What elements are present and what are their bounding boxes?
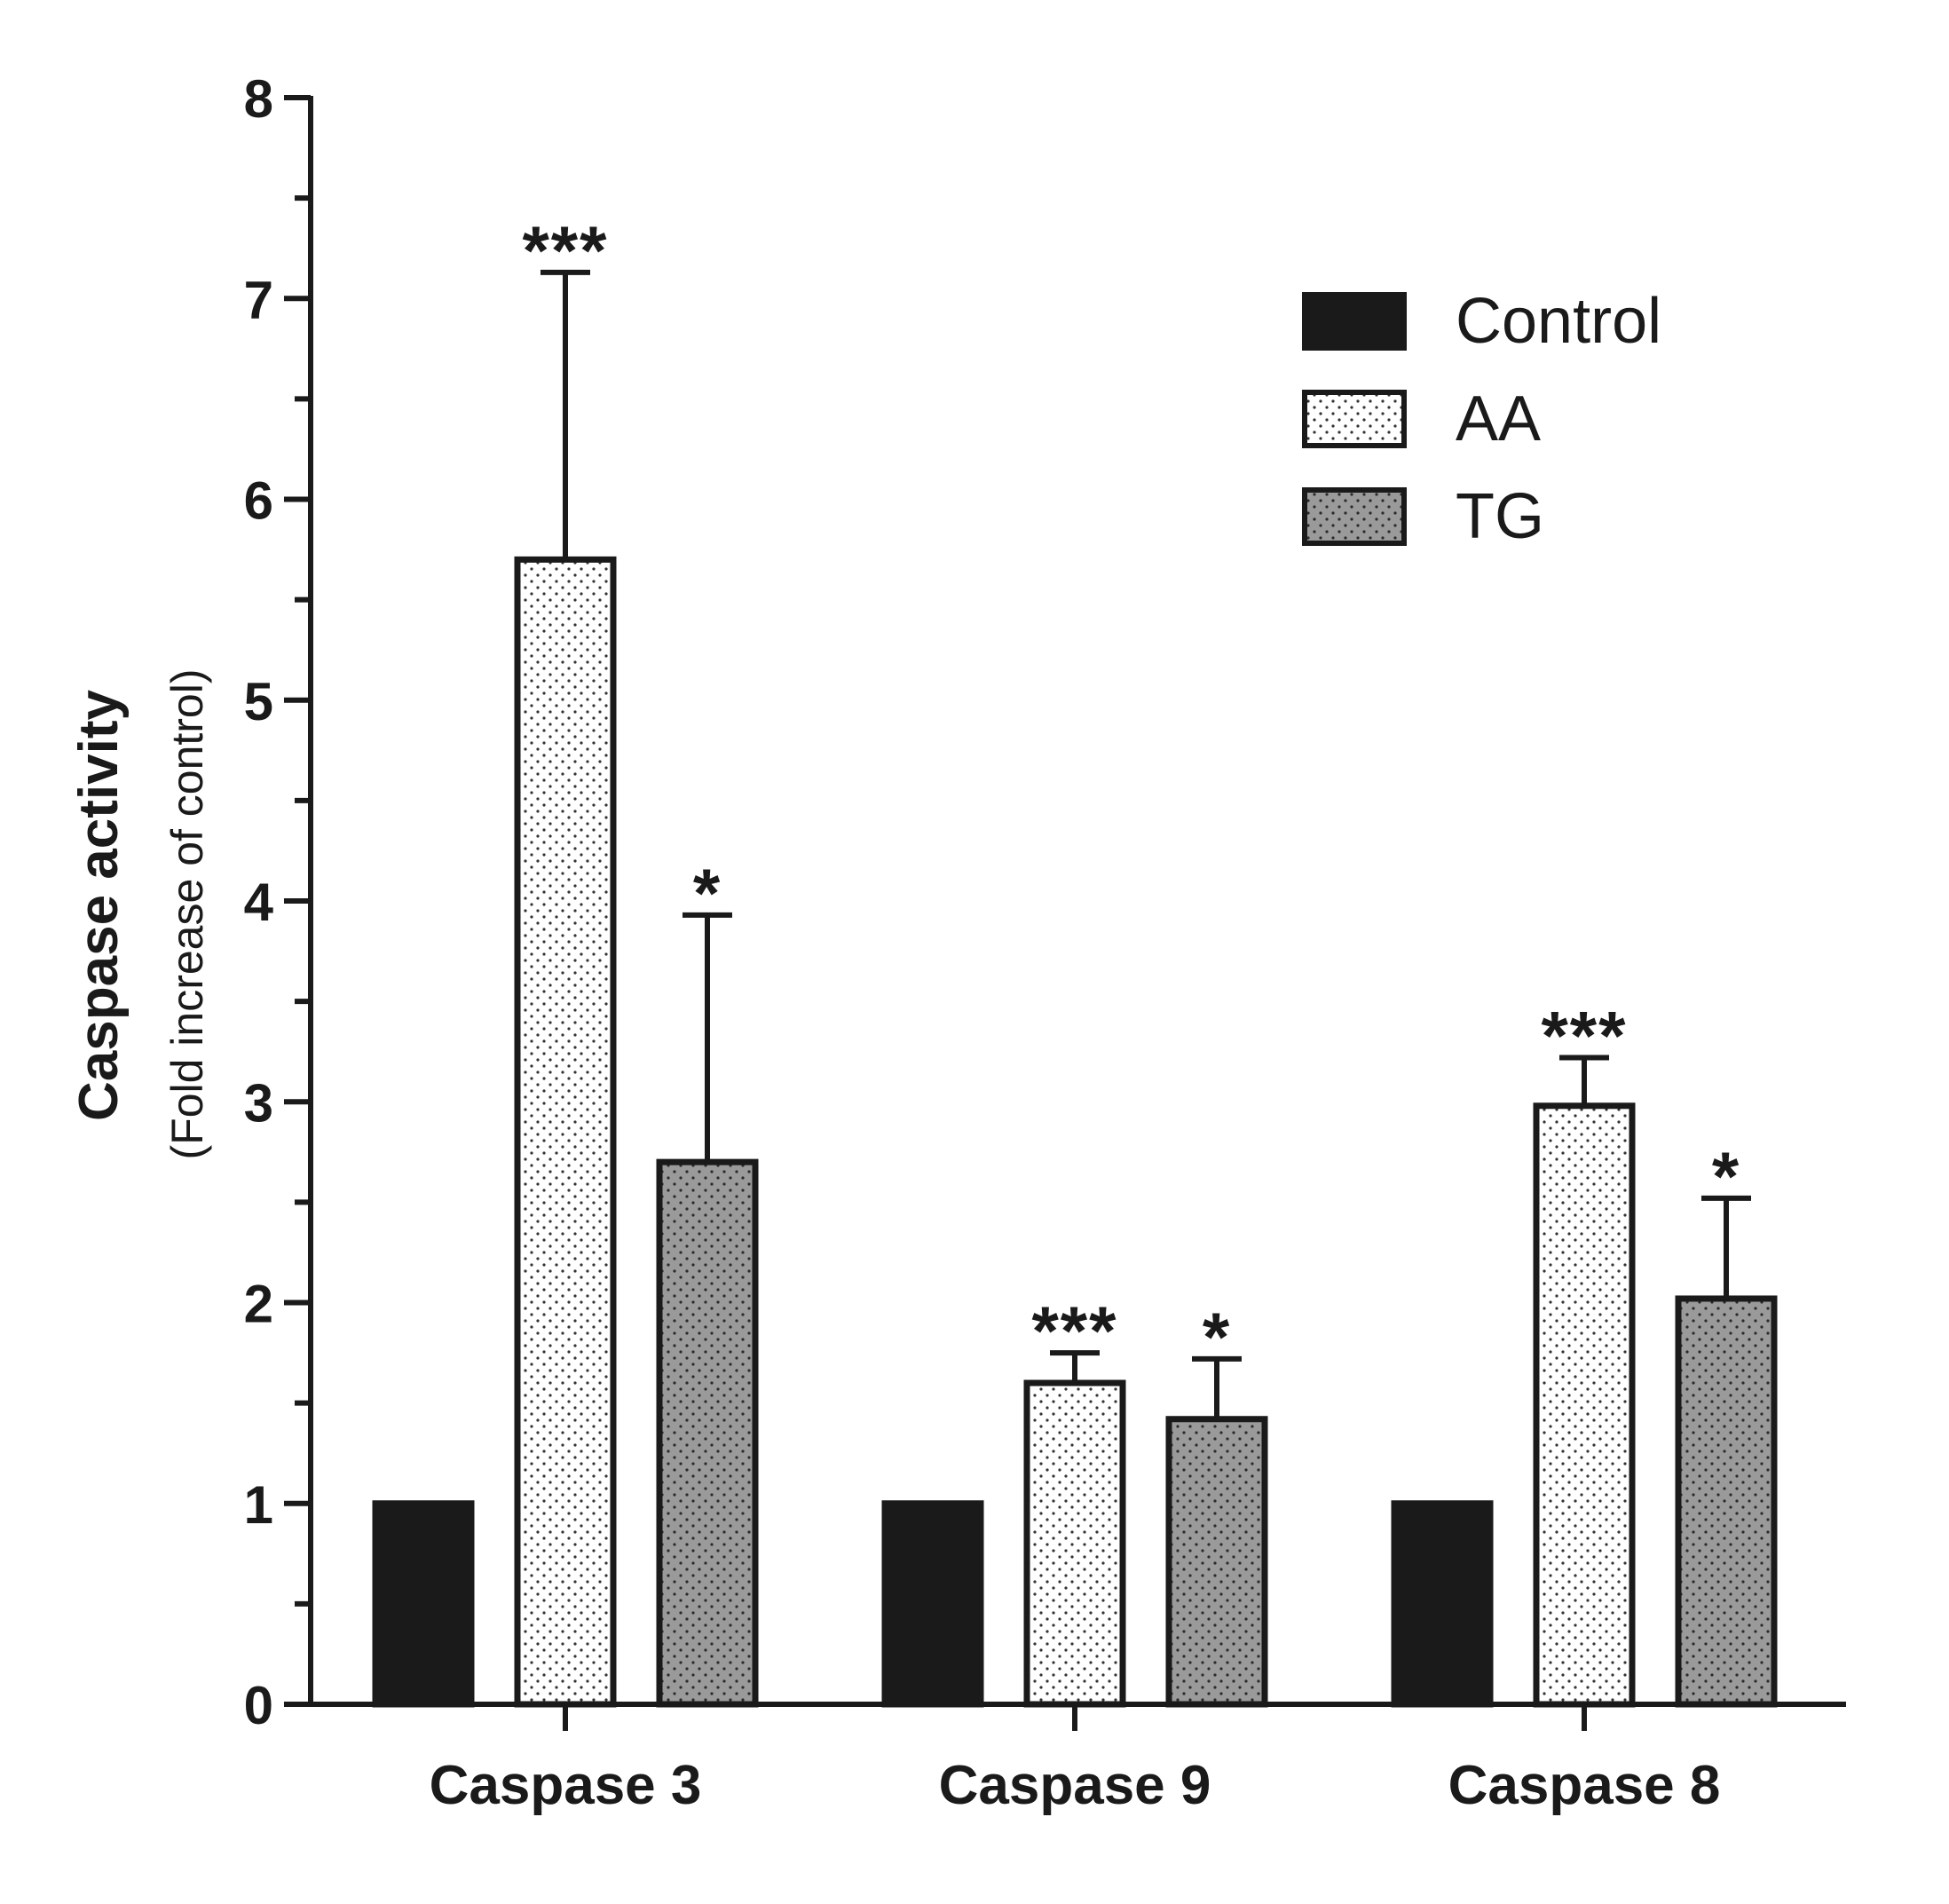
bar-aa-2	[1023, 1379, 1126, 1708]
significance-mark: ***	[522, 211, 608, 289]
y-tick-label: 1	[244, 1475, 273, 1535]
bar-control-1	[372, 1500, 475, 1708]
bar-tg-3	[1675, 1295, 1778, 1708]
legend-label: AA	[1456, 383, 1541, 454]
x-tick-label: Caspase 3	[430, 1755, 702, 1816]
bar-aa-3	[1533, 1102, 1636, 1708]
y-tick-label: 5	[244, 672, 273, 731]
y-axis-subtitle: (Fold increase of control)	[162, 668, 212, 1159]
y-tick-label: 8	[244, 69, 273, 129]
x-tick-label: Caspase 8	[1448, 1755, 1721, 1816]
bar-control-2	[881, 1500, 984, 1708]
y-tick-label: 4	[244, 873, 274, 932]
bar-aa-1	[514, 556, 617, 1708]
legend: Control AA TG	[1302, 286, 1661, 552]
legend-label: TG	[1456, 481, 1544, 552]
x-tick-label: Caspase 9	[939, 1755, 1211, 1816]
significance-mark: ***	[1541, 996, 1627, 1074]
legend-swatch-control	[1302, 292, 1407, 351]
legend-swatch-tg	[1302, 487, 1407, 546]
significance-mark: ***	[1031, 1292, 1117, 1370]
bars: ************	[372, 211, 1778, 1708]
y-tick-label: 6	[244, 471, 273, 531]
y-tick-label: 3	[244, 1073, 273, 1133]
significance-mark: *	[1712, 1137, 1740, 1215]
y-tick-label: 0	[244, 1676, 273, 1735]
legend-swatch-aa	[1302, 390, 1407, 448]
bar-tg-1	[656, 1158, 759, 1708]
y-tick-label: 2	[244, 1275, 273, 1334]
bar-tg-2	[1165, 1416, 1268, 1708]
legend-label: Control	[1456, 286, 1661, 357]
y-axis-title: Caspase activity	[68, 690, 130, 1121]
y-tick-label: 7	[244, 270, 273, 329]
significance-mark: *	[1203, 1298, 1231, 1376]
bar-control-3	[1391, 1500, 1494, 1708]
significance-mark: *	[693, 854, 722, 932]
